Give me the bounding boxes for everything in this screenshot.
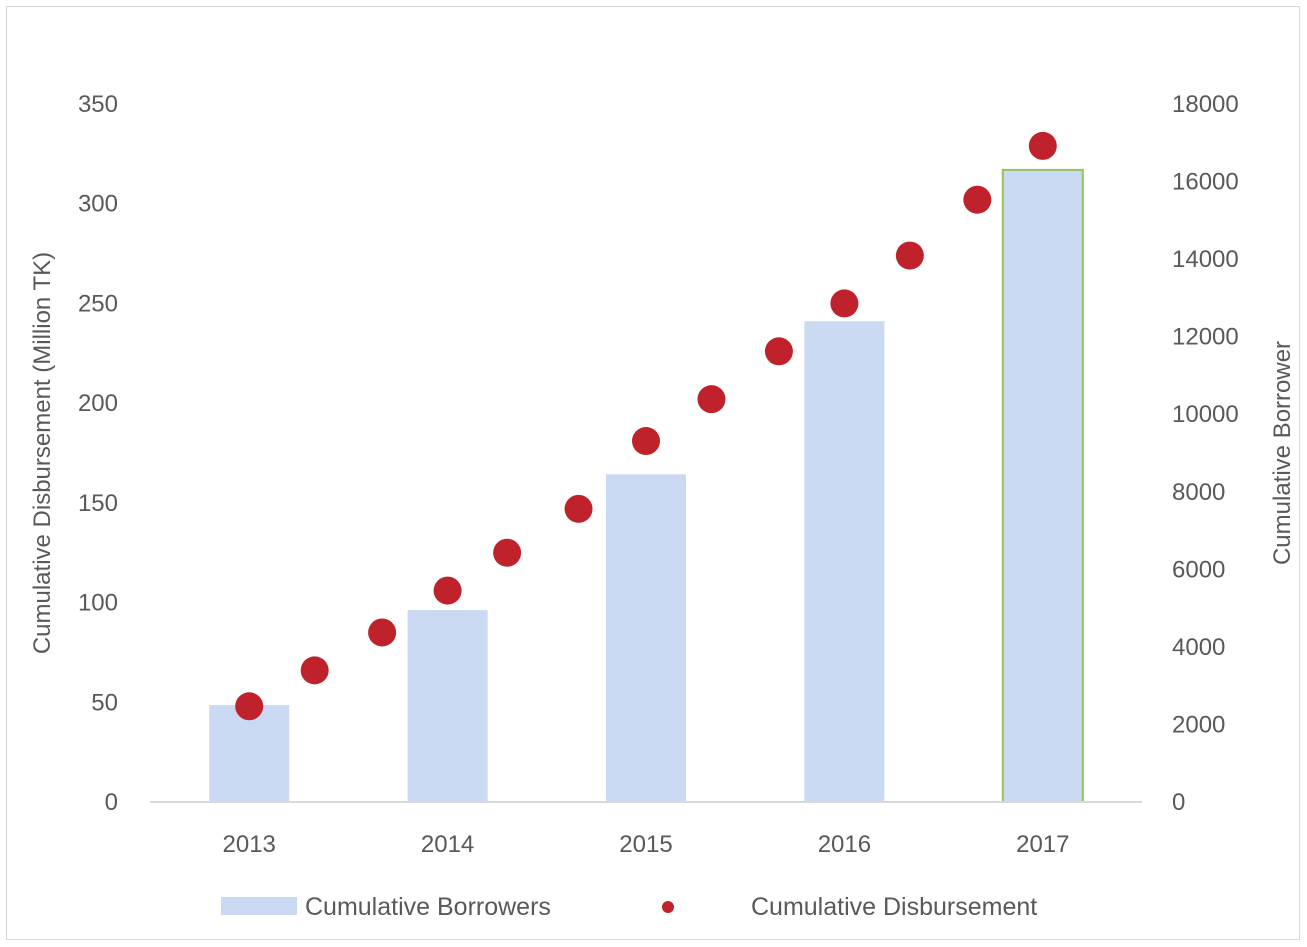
left-tick-label: 50: [91, 689, 118, 716]
right-axis-ticks: 0 2000 4000 6000 8000 10000 12000 14000 16000 180…: [1172, 91, 1239, 816]
marker-point-9: [830, 289, 859, 318]
left-tick-label: 300: [78, 191, 118, 218]
marker-point-8: [764, 337, 793, 366]
marker-point-2: [368, 618, 397, 647]
right-tick-label: 12000: [1172, 324, 1239, 351]
x-tick-label: 2013: [223, 831, 276, 858]
marker-point-11: [963, 185, 992, 214]
marker-point-0: [235, 692, 264, 721]
right-tick-label: 10000: [1172, 401, 1239, 428]
right-tick-label: 4000: [1172, 634, 1225, 661]
x-tick-label: 2016: [818, 831, 871, 858]
left-tick-label: 100: [78, 590, 118, 617]
marker-point-1: [300, 656, 329, 685]
right-tick-label: 8000: [1172, 479, 1225, 506]
right-tick-label: 16000: [1172, 169, 1239, 196]
bar-2017: [1001, 168, 1084, 803]
marker-point-6: [632, 427, 660, 456]
marker-point-4: [493, 538, 522, 567]
right-tick-label: 18000: [1172, 91, 1239, 118]
marker-point-5: [564, 494, 593, 523]
marker-point-10: [895, 241, 924, 270]
marker-point-7: [697, 385, 726, 414]
right-tick-label: 2000: [1172, 711, 1225, 738]
bar-2015: [606, 474, 686, 802]
marker-layer: [235, 131, 1057, 721]
legend-swatch-borrowers: [221, 897, 297, 915]
right-tick-label: 0: [1172, 789, 1185, 816]
y-axis-title: Cumulative Disbursement (Million TK): [29, 252, 56, 654]
legend-swatch-disbursement: [662, 901, 674, 913]
right-tick-label: 6000: [1172, 556, 1225, 583]
x-tick-label: 2017: [1016, 831, 1069, 858]
left-tick-label: 0: [105, 789, 118, 816]
bar-2016: [804, 321, 885, 802]
legend-label-borrowers: Cumulative Borrowers: [305, 893, 551, 921]
marker-point-12: [1028, 131, 1057, 160]
bar-layer: [209, 168, 1084, 803]
left-tick-label: 250: [78, 290, 118, 317]
x-tick-label: 2014: [421, 831, 474, 858]
right-tick-label: 14000: [1172, 246, 1239, 273]
y2-axis-title: Cumulative Borrower: [1269, 341, 1296, 565]
left-tick-label: 350: [78, 91, 118, 118]
left-axis-ticks: 0 50 100 150 200 250 300 350: [78, 91, 118, 816]
left-tick-label: 200: [78, 390, 118, 417]
legend-label-disbursement: Cumulative Disbursement: [751, 893, 1037, 921]
bar-2013: [209, 705, 290, 802]
left-tick-label: 150: [78, 490, 118, 517]
legend: Cumulative Borrowers Cumulative Disburse…: [221, 893, 1037, 921]
x-tick-label: 2015: [619, 831, 672, 858]
bar-2014: [407, 610, 488, 802]
x-axis-ticks: 2013 2014 2015 2016 2017: [223, 831, 1070, 858]
marker-point-3: [433, 576, 462, 605]
